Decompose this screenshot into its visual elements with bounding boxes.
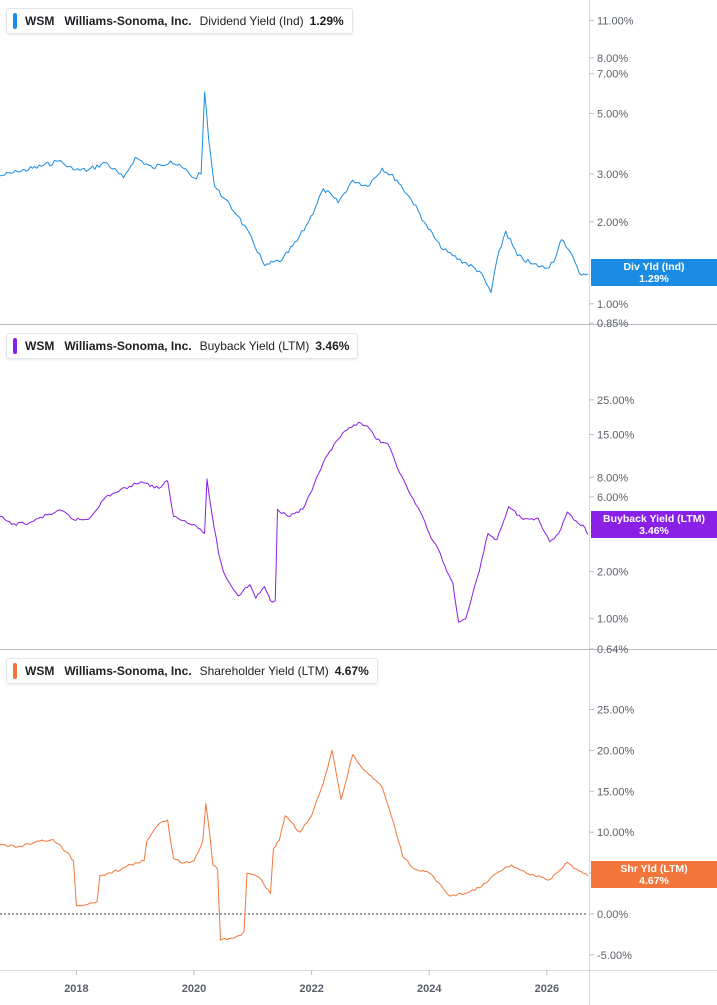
legend-ticker: WSM	[25, 339, 55, 353]
x-tick-label: 2018	[64, 983, 88, 995]
dividend-yield-price-tag: Div Yld (Ind) 1.29%	[591, 259, 717, 286]
y-tick-label: 11.00%	[597, 15, 634, 27]
y-tick-label: 25.00%	[597, 395, 635, 407]
buyback-yield-swatch	[13, 338, 17, 354]
legend-company: Williams-Sonoma, Inc.	[64, 14, 192, 28]
x-tick-label: 2024	[417, 983, 442, 995]
y-tick-label: 3.00%	[597, 169, 628, 181]
y-tick-label: 1.00%	[597, 614, 628, 626]
legend-metric: Buyback Yield (LTM)	[199, 339, 310, 353]
legend-ticker: WSM	[25, 664, 55, 678]
tag-value: 3.46%	[639, 524, 669, 537]
legend-value: 3.46%	[315, 339, 350, 353]
tag-value: 4.67%	[639, 874, 669, 887]
y-tick-label: 0.85%	[597, 318, 628, 330]
x-tick-label: 2020	[182, 983, 206, 995]
legend-value: 4.67%	[334, 664, 369, 678]
shareholder-yield-legend[interactable]: WSM Williams-Sonoma, Inc. Shareholder Yi…	[6, 658, 378, 684]
legend-metric: Shareholder Yield (LTM)	[199, 664, 329, 678]
shareholder-yield-swatch	[13, 663, 17, 679]
y-tick-label: 15.00%	[597, 430, 635, 442]
tag-label: Shr Yld (LTM)	[620, 862, 688, 875]
series-line	[0, 91, 589, 293]
y-tick-label: 2.00%	[597, 217, 628, 229]
y-tick-label: -5.00%	[597, 950, 632, 962]
dividend-yield-swatch	[13, 13, 17, 29]
y-tick-label: 7.00%	[597, 69, 628, 81]
shareholder-yield-price-tag: Shr Yld (LTM) 4.67%	[591, 861, 717, 888]
y-tick-label: 0.64%	[597, 644, 628, 656]
y-tick-label: 8.00%	[597, 472, 628, 484]
tag-value: 1.29%	[639, 272, 669, 285]
y-tick-label: 2.00%	[597, 567, 628, 579]
tag-label: Div Yld (Ind)	[623, 260, 685, 273]
y-tick-label: 0.00%	[597, 909, 628, 921]
y-tick-label: 15.00%	[597, 786, 635, 798]
series-line	[0, 421, 589, 623]
x-tick-label: 2026	[535, 983, 559, 995]
y-tick-label: 25.00%	[597, 705, 635, 717]
y-tick-label: 8.00%	[597, 53, 628, 65]
tag-label: Buyback Yield (LTM)	[603, 512, 705, 525]
y-tick-label: 5.00%	[597, 109, 628, 121]
buyback-yield-price-tag: Buyback Yield (LTM) 3.46%	[591, 511, 717, 538]
legend-value: 1.29%	[309, 14, 344, 28]
x-tick-label: 2022	[299, 983, 323, 995]
y-tick-label: 1.00%	[597, 299, 628, 311]
y-tick-label: 20.00%	[597, 745, 635, 757]
dividend-yield-legend[interactable]: WSM Williams-Sonoma, Inc. Dividend Yield…	[6, 8, 353, 34]
legend-metric: Dividend Yield (Ind)	[199, 14, 304, 28]
legend-company: Williams-Sonoma, Inc.	[64, 664, 192, 678]
series-line	[0, 749, 589, 941]
y-tick-label: 6.00%	[597, 492, 628, 504]
legend-company: Williams-Sonoma, Inc.	[64, 339, 192, 353]
legend-ticker: WSM	[25, 14, 55, 28]
y-tick-label: 10.00%	[597, 827, 635, 839]
buyback-yield-legend[interactable]: WSM Williams-Sonoma, Inc. Buyback Yield …	[6, 333, 359, 359]
